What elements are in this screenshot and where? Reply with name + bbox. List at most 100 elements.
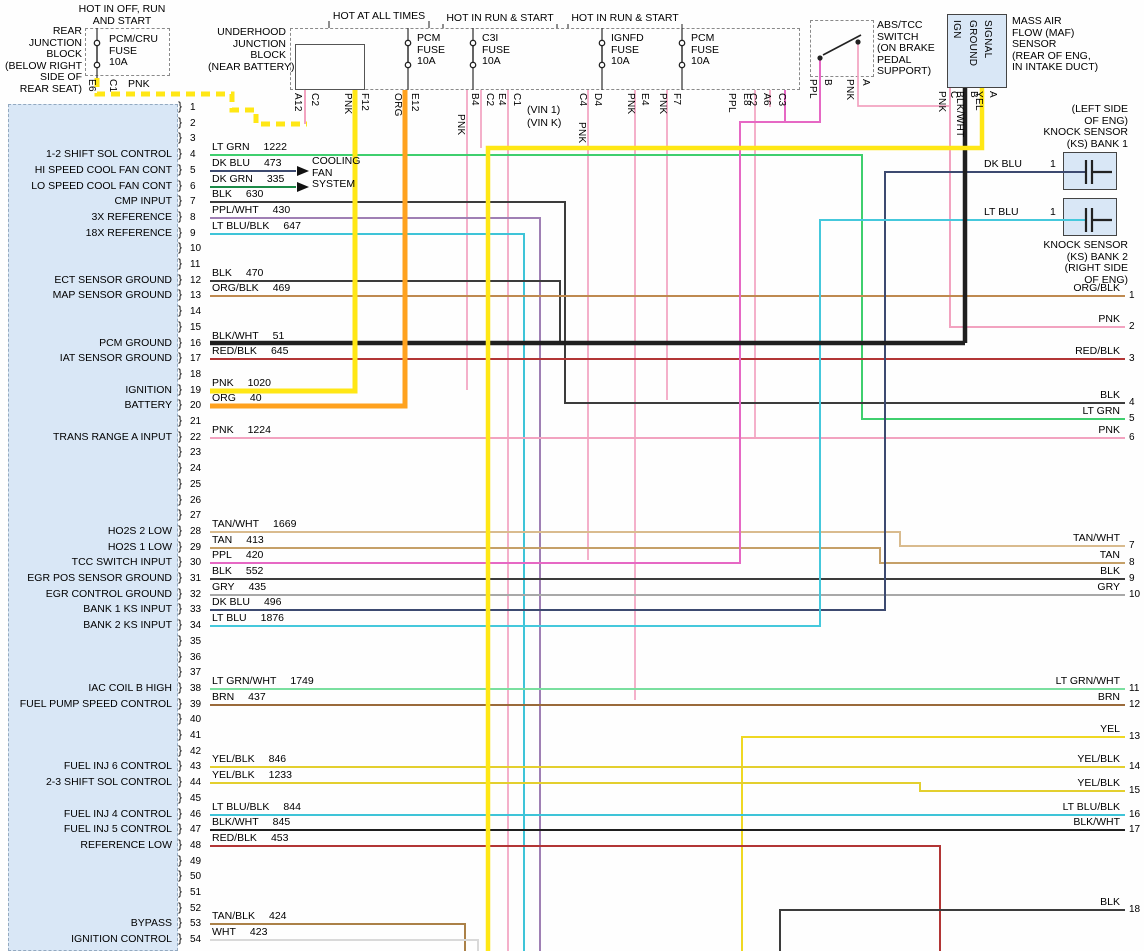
- pin-function-label: 1-2 SHIFT SOL CONTROL: [45, 148, 172, 161]
- pin-number: 11: [190, 259, 201, 270]
- edge-pin-number: 7: [1129, 540, 1135, 551]
- edge-pin-number: 9: [1129, 573, 1135, 584]
- pin-cavity: }: [178, 632, 183, 647]
- pin-cavity: }: [178, 836, 183, 851]
- rear-junction-fuse-label: PCM/CRU FUSE 10A: [109, 33, 158, 68]
- pcm-connector-panel: [8, 104, 178, 951]
- wire-abs-a: [857, 44, 950, 107]
- connector-id-label: PNK: [657, 93, 668, 115]
- pin-function-label: LO SPEED COOL FAN CONT: [31, 179, 172, 192]
- pin-cavity: }: [178, 805, 183, 820]
- pin-cavity: }: [178, 852, 183, 867]
- pin-cavity: }: [178, 177, 183, 192]
- wire-label: BLK 470: [212, 266, 264, 279]
- pin-cavity: }: [178, 931, 183, 946]
- connector-id-label: A6: [761, 93, 772, 106]
- pin-cavity: }: [178, 99, 183, 113]
- pin-cavity: }: [178, 601, 183, 616]
- pin-number: 39: [190, 698, 202, 710]
- pin-cavity: }: [178, 789, 183, 804]
- pin-cavity: }: [178, 413, 183, 427]
- pin-cavity: }: [178, 208, 183, 223]
- label: (VIN K): [527, 117, 562, 129]
- arrow-right-icon: [297, 182, 309, 192]
- wire-r28: [210, 531, 1125, 547]
- edge-wire-label: YEL: [1100, 723, 1120, 735]
- wire-label: ORG/BLK 469: [212, 282, 291, 295]
- fuse-terminal: [678, 39, 686, 47]
- fuse-terminal: [678, 61, 686, 69]
- edge-wire-label: PNK: [1098, 424, 1120, 436]
- pin-number: 31: [190, 573, 202, 584]
- pin-cavity: }: [178, 617, 183, 632]
- pin-number: 14: [190, 306, 202, 318]
- edge-pin-number: 13: [1129, 731, 1141, 742]
- connector-id-label: C2: [309, 93, 320, 107]
- edge-wire-label: PNK: [1098, 313, 1120, 325]
- pin-cavity: }: [178, 695, 183, 710]
- pin-function-label: IAT SENSOR GROUND: [59, 352, 172, 365]
- pin-function-label: FUEL INJ 4 CONTROL: [63, 807, 172, 820]
- wire-label: PPL/WHT 430: [212, 203, 291, 216]
- wire-r30: [210, 60, 821, 564]
- wire-label: BLK 552: [212, 565, 264, 577]
- wire-label: LT BLU/BLK 647: [212, 219, 301, 232]
- pin-number: 28: [190, 525, 202, 537]
- connector-id-label: D4: [592, 93, 603, 107]
- fuse-terminal: [469, 39, 477, 47]
- pin-number: 23: [190, 447, 202, 459]
- edge-pin-number: 3: [1129, 353, 1135, 364]
- pin-number: 48: [190, 839, 202, 851]
- wire-label: WHT 423: [212, 926, 268, 939]
- pin-function-label: 2-3 SHIFT SOL CONTROL: [45, 776, 172, 789]
- wire-label: PNK 1224: [212, 423, 271, 436]
- edge-pin-number: 17: [1129, 824, 1141, 835]
- connector-id-label: PNK: [844, 79, 855, 101]
- pin-number: 43: [190, 761, 202, 773]
- wire-r8: [210, 217, 541, 951]
- edge-pin-number: 8: [1129, 557, 1135, 568]
- edge-pin-number: 12: [1129, 699, 1141, 710]
- connector-id-label: PNK: [625, 93, 636, 115]
- underhood-junction-box: [290, 28, 800, 90]
- pin-function-label: PCM GROUND: [99, 336, 172, 349]
- wire-r54: [210, 939, 479, 951]
- pin-number: 46: [190, 808, 202, 820]
- arrow-right-icon: [297, 166, 309, 176]
- pin-number: 12: [190, 274, 202, 286]
- edge-wire-label: YEL/BLK: [1077, 777, 1120, 789]
- abs-tcc-switch-box: [810, 20, 874, 77]
- connector-id-label: PNK: [576, 122, 587, 144]
- pin-cavity: }: [178, 554, 183, 569]
- pin-function-label: BANK 1 KS INPUT: [83, 603, 172, 616]
- pin-function-label: REFERENCE LOW: [80, 838, 172, 851]
- pin-number: 47: [190, 824, 202, 836]
- pin-number: 35: [190, 635, 202, 647]
- connector-id-label: F12: [359, 93, 370, 112]
- pin-cavity: }: [178, 365, 183, 380]
- pin-number: 3: [190, 133, 196, 145]
- edge-pin-number: 15: [1129, 785, 1141, 796]
- edge-wire-label: BLK: [1100, 896, 1120, 908]
- wire-label: DK GRN 335: [212, 172, 285, 185]
- connector-id-label: A12: [292, 93, 303, 112]
- pin-cavity: }: [178, 146, 183, 161]
- wire-batt-feed: [210, 90, 408, 409]
- wire-label: ORG 40: [212, 392, 262, 405]
- wire-label: BLK 630: [212, 188, 264, 201]
- wire-label: TAN/WHT 1669: [212, 517, 297, 530]
- wire-label: TAN 413: [212, 533, 264, 546]
- connector-id-label: YEL: [973, 91, 984, 111]
- connector-id-label: PNK: [455, 114, 466, 136]
- pin-cavity: }: [178, 397, 183, 412]
- edge-wire-label: BLK/WHT: [1073, 816, 1120, 828]
- pin-number: 44: [190, 777, 202, 789]
- pin-number: 9: [190, 227, 196, 239]
- edge-wire-label: BRN: [1097, 691, 1120, 703]
- pin-number: 2: [190, 117, 196, 129]
- pin-function-label: IAC COIL B HIGH: [88, 681, 172, 694]
- pin-function-label: 18X REFERENCE: [85, 226, 172, 239]
- pin-number: 27: [190, 510, 202, 522]
- pin-number: 6: [190, 180, 196, 192]
- pin-cavity: }: [178, 491, 183, 506]
